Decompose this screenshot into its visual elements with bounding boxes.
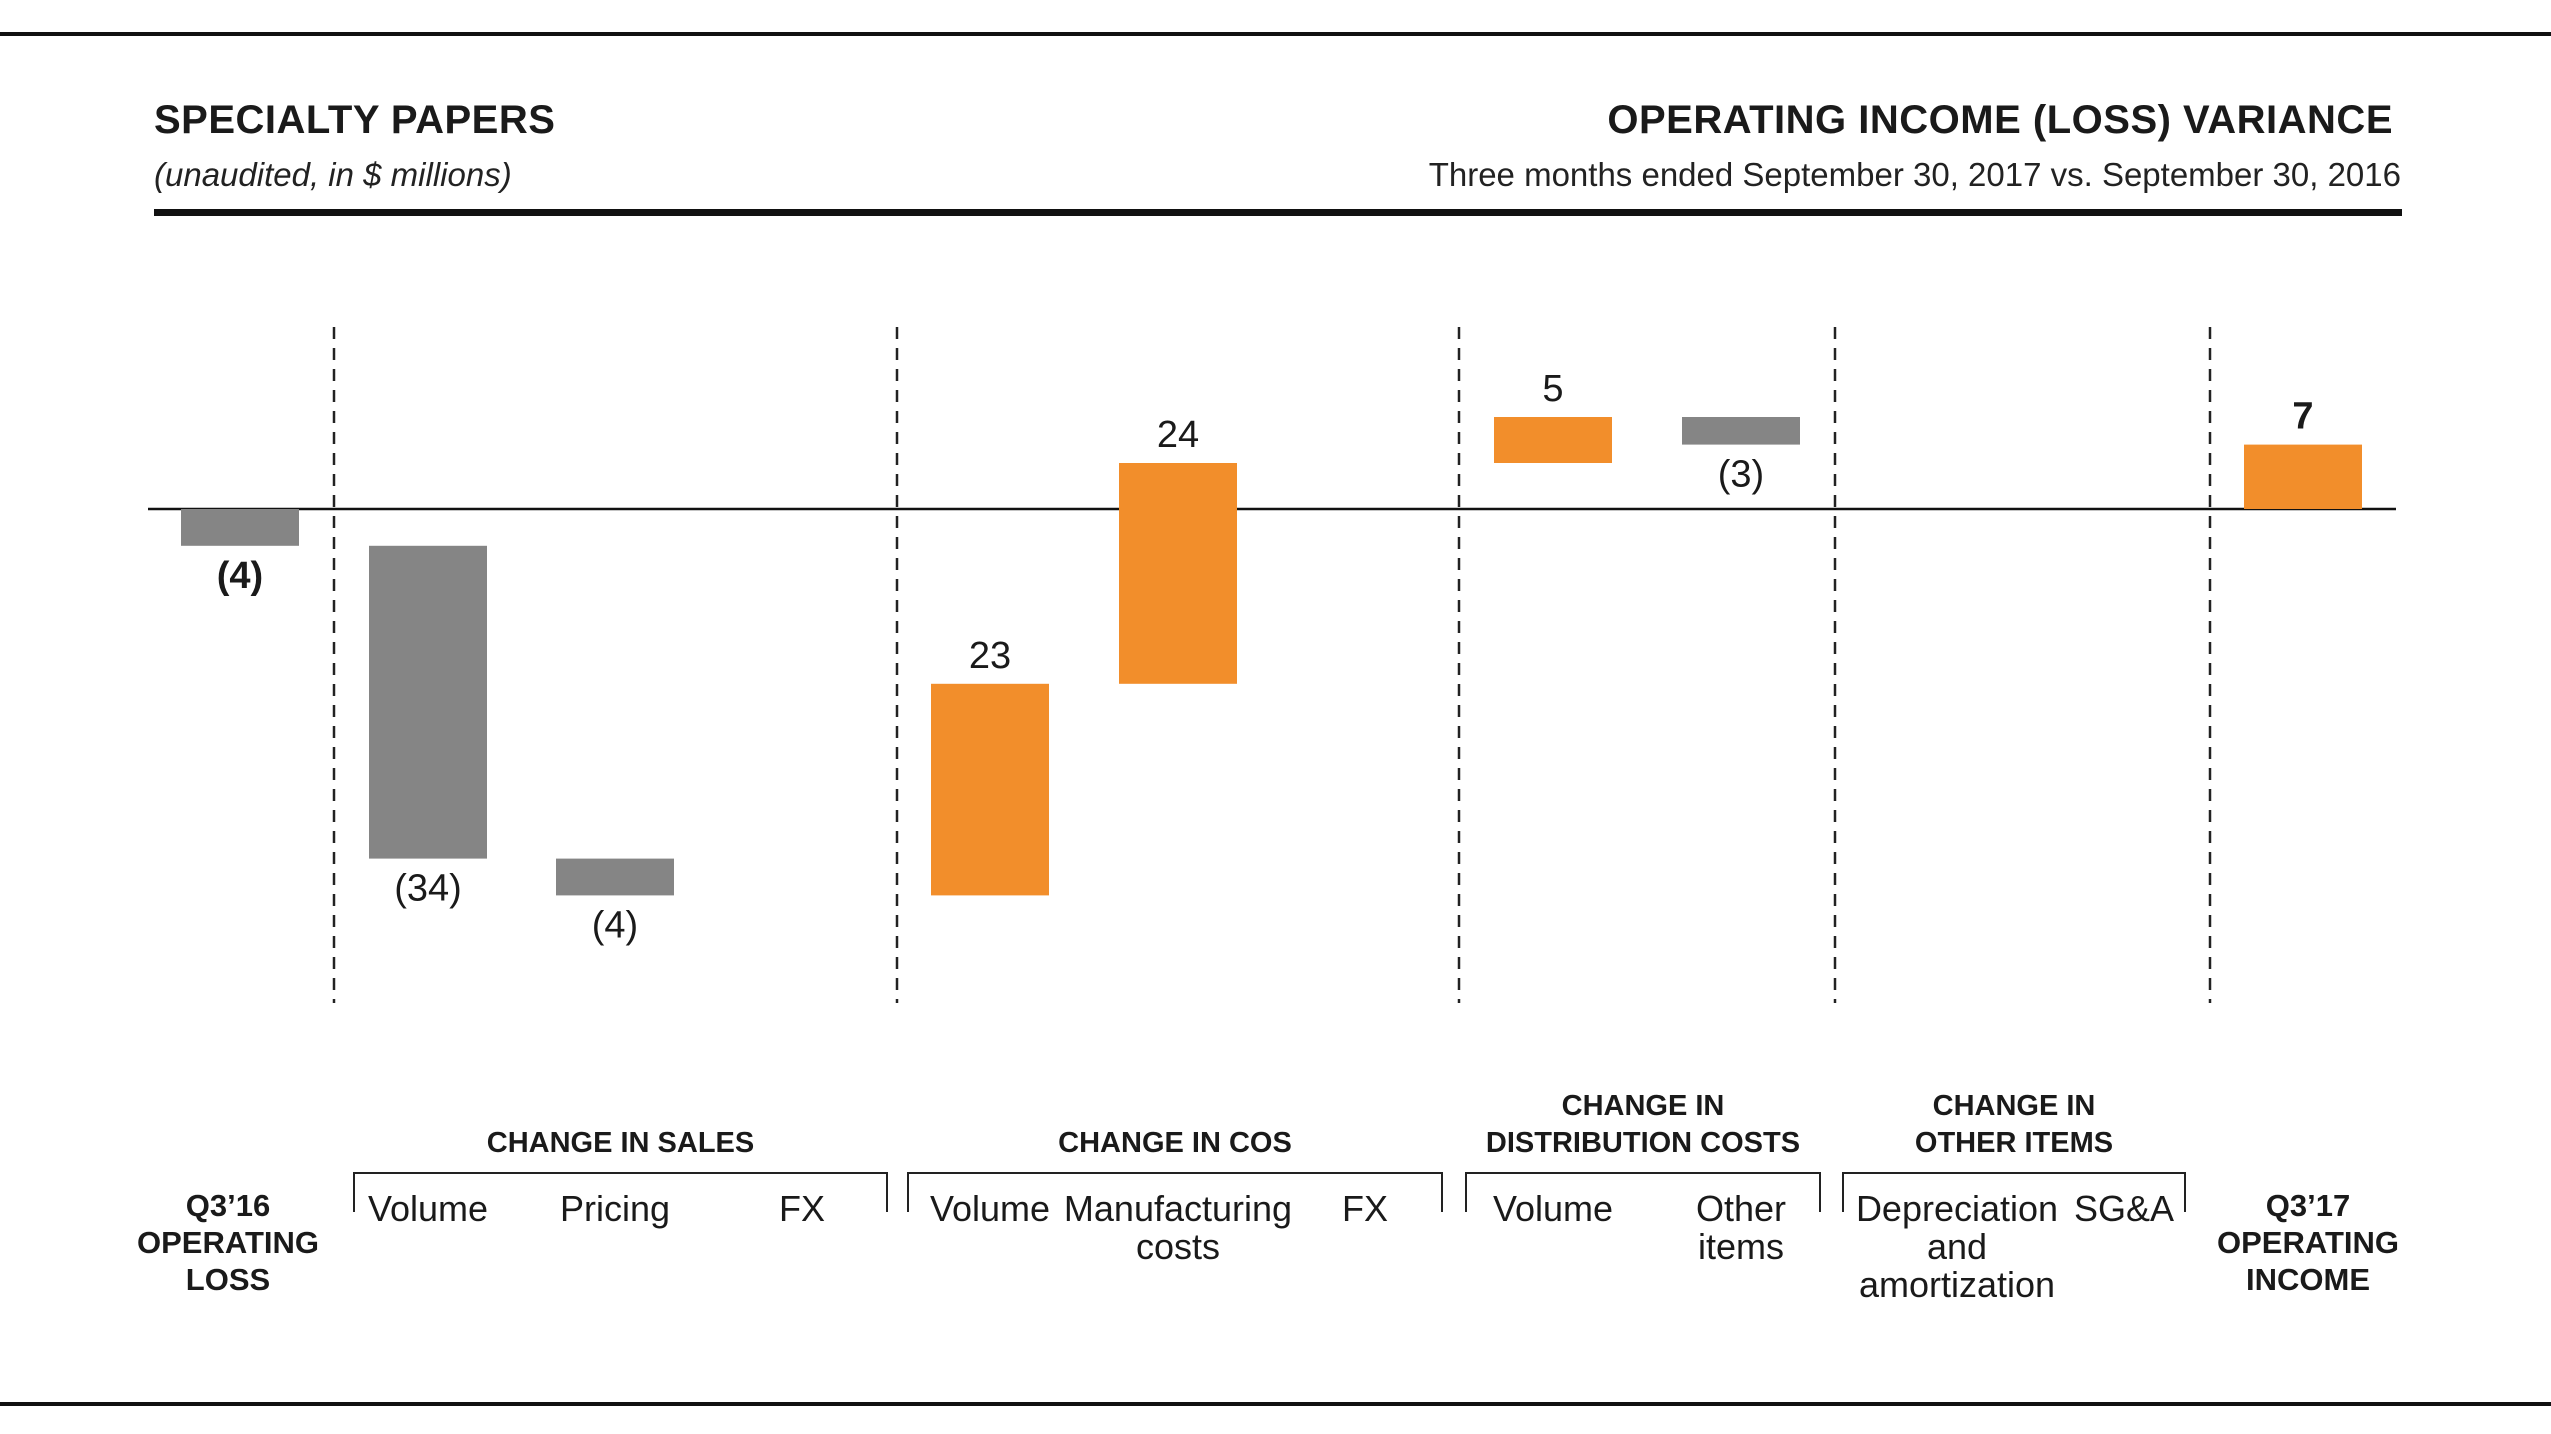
bar-step-0 bbox=[181, 509, 299, 546]
category-label-step-4-line-0: Volume bbox=[930, 1188, 1050, 1229]
bar-step-1 bbox=[369, 545, 487, 859]
data-label-step-0: (4) bbox=[217, 555, 263, 597]
data-label-step-4: 23 bbox=[969, 635, 1011, 677]
group-bracket-2 bbox=[1465, 1172, 1821, 1212]
data-label-step-7: 5 bbox=[1542, 368, 1563, 410]
group-title-2-line-0: CHANGE IN bbox=[1562, 1090, 1725, 1122]
bar-step-5 bbox=[1119, 463, 1237, 684]
category-label-step-6-line-0: FX bbox=[1342, 1188, 1388, 1229]
category-label-step-1-line-0: Volume bbox=[368, 1188, 488, 1229]
category-label-step-8-line-1: items bbox=[1698, 1226, 1784, 1267]
bottom-border-rule bbox=[0, 1402, 2551, 1406]
category-label-step-0-line-1: OPERATING bbox=[137, 1225, 319, 1260]
category-label-step-5-line-0: Manufacturing bbox=[1064, 1188, 1292, 1229]
category-label-step-9-line-1: and bbox=[1927, 1226, 1987, 1267]
category-label-step-11-line-2: INCOME bbox=[2246, 1262, 2370, 1297]
segment-title: SPECIALTY PAPERS bbox=[154, 98, 556, 142]
bar-step-4 bbox=[931, 683, 1049, 896]
category-label-step-11-line-1: OPERATING bbox=[2217, 1225, 2399, 1260]
bar-step-11 bbox=[2244, 444, 2362, 509]
segment-subtitle: (unaudited, in $ millions) bbox=[154, 156, 512, 193]
chart-title: OPERATING INCOME (LOSS) VARIANCE bbox=[1607, 98, 2393, 142]
group-bracket-3 bbox=[1842, 1172, 2186, 1212]
bar-step-8 bbox=[1682, 417, 1800, 445]
data-label-step-11: 7 bbox=[2292, 396, 2313, 438]
group-title-3-line-1: OTHER ITEMS bbox=[1915, 1127, 2113, 1159]
category-label-step-0-line-0: Q3’16 bbox=[186, 1188, 270, 1223]
group-title-3-line-0: CHANGE IN bbox=[1933, 1090, 2096, 1122]
group-title-1-line-0: CHANGE IN COS bbox=[1058, 1127, 1292, 1159]
group-title-2-line-1: DISTRIBUTION COSTS bbox=[1486, 1127, 1800, 1159]
group-title-0-line-0: CHANGE IN SALES bbox=[487, 1127, 754, 1159]
category-label-step-10-line-0: SG&A bbox=[2074, 1188, 2174, 1229]
chart-subtitle: Three months ended September 30, 2017 vs… bbox=[1428, 156, 2401, 193]
category-label-step-8-line-0: Other bbox=[1696, 1188, 1786, 1229]
header-rule bbox=[154, 209, 2402, 216]
category-label-step-3-line-0: FX bbox=[779, 1188, 825, 1229]
data-label-step-2: (4) bbox=[592, 904, 638, 946]
data-label-step-1: (34) bbox=[394, 868, 462, 910]
category-label-step-11-line-0: Q3’17 bbox=[2266, 1188, 2350, 1223]
category-label-step-7-line-0: Volume bbox=[1493, 1188, 1613, 1229]
category-label-step-5-line-1: costs bbox=[1136, 1226, 1220, 1267]
data-label-step-8: (3) bbox=[1718, 454, 1764, 496]
category-label-step-2-line-0: Pricing bbox=[560, 1188, 670, 1229]
category-label-step-9-line-0: Depreciation bbox=[1856, 1188, 2058, 1229]
bar-step-2 bbox=[556, 858, 674, 896]
top-border-rule bbox=[0, 32, 2551, 36]
bar-step-7 bbox=[1494, 417, 1612, 463]
category-label-step-0-line-2: LOSS bbox=[186, 1262, 270, 1297]
group-bracket-1 bbox=[907, 1172, 1443, 1212]
group-bracket-0 bbox=[353, 1172, 888, 1212]
category-label-step-9-line-2: amortization bbox=[1859, 1264, 2055, 1305]
data-label-step-5: 24 bbox=[1157, 414, 1199, 456]
